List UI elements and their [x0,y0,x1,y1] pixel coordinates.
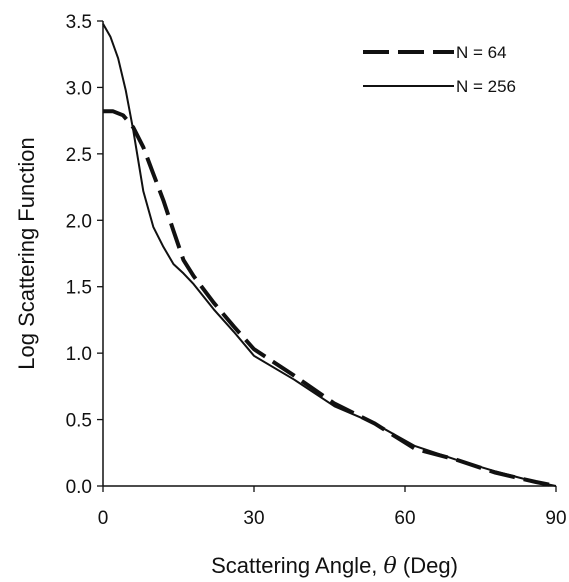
x-tick-label: 90 [545,508,566,529]
y-tick-label: 3.5 [66,12,92,33]
y-tick-label: 3.0 [66,78,92,99]
y-tick-label: 2.5 [66,145,92,166]
legend-label-0: N = 64 [456,43,507,62]
plot-area [102,21,556,487]
y-tick-label: 0.5 [66,411,92,432]
y-tick-label: 1.5 [66,278,92,299]
axis-titles: Log Scattering Function Scattering Angle,… [14,137,458,579]
y-tick-label: 1.0 [66,344,92,365]
x-axis-title-part: θ [384,554,397,579]
x-axis-title-part: (Deg) [397,553,458,578]
y-axis-title: Log Scattering Function [14,137,39,369]
x-axis-title: Scattering Angle, θ (Deg) [211,553,458,579]
series-line-n256 [102,23,557,487]
x-tick-label: 0 [98,508,109,529]
x-tick-label: 60 [394,508,415,529]
series-line-n64 [103,109,557,488]
y-tick-label: 0.0 [66,477,92,498]
x-axis-title-part: Scattering Angle, [211,553,383,578]
legend-label-1: N = 256 [456,77,516,96]
x-tick-label: 30 [243,508,264,529]
legend: N = 64 N = 256 [363,43,516,96]
axis-ticks: 0.0 0.5 1.0 1.5 2.0 2.5 3.0 3.5 0 30 60 90 [66,12,567,529]
data-lines [102,23,557,488]
y-tick-label: 2.0 [66,211,92,232]
